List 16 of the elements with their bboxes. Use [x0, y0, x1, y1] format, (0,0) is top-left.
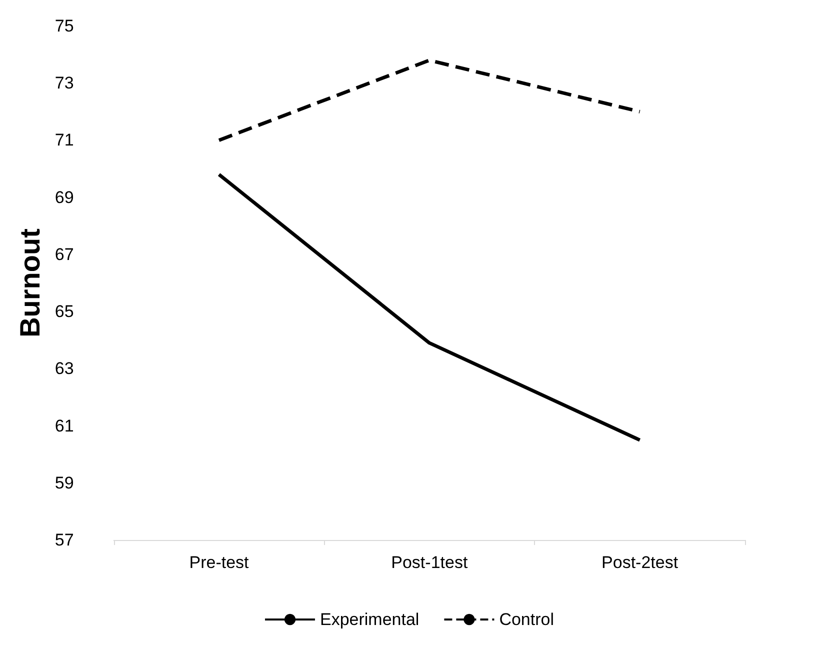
y-tick-label: 73 — [54, 74, 74, 93]
y-tick-label: 71 — [54, 130, 74, 150]
y-tick-label: 67 — [54, 244, 74, 264]
y-axis-title: Burnout — [14, 228, 46, 338]
legend-label: Control — [499, 610, 554, 629]
x-tick-label: Pre-test — [189, 553, 250, 572]
y-tick-label: 61 — [54, 416, 74, 436]
y-tick-label: 59 — [54, 473, 74, 492]
x-tick-label: Post-1test — [391, 553, 468, 572]
y-tick-label: 57 — [54, 530, 74, 550]
y-tick-label: 65 — [54, 302, 74, 322]
y-tick-label: 69 — [54, 188, 74, 207]
y-tick-label: 63 — [54, 359, 74, 378]
legend-label: Experimental — [320, 610, 420, 629]
x-tick-label: Post-2test — [602, 553, 678, 572]
y-tick-label: 75 — [54, 16, 74, 36]
